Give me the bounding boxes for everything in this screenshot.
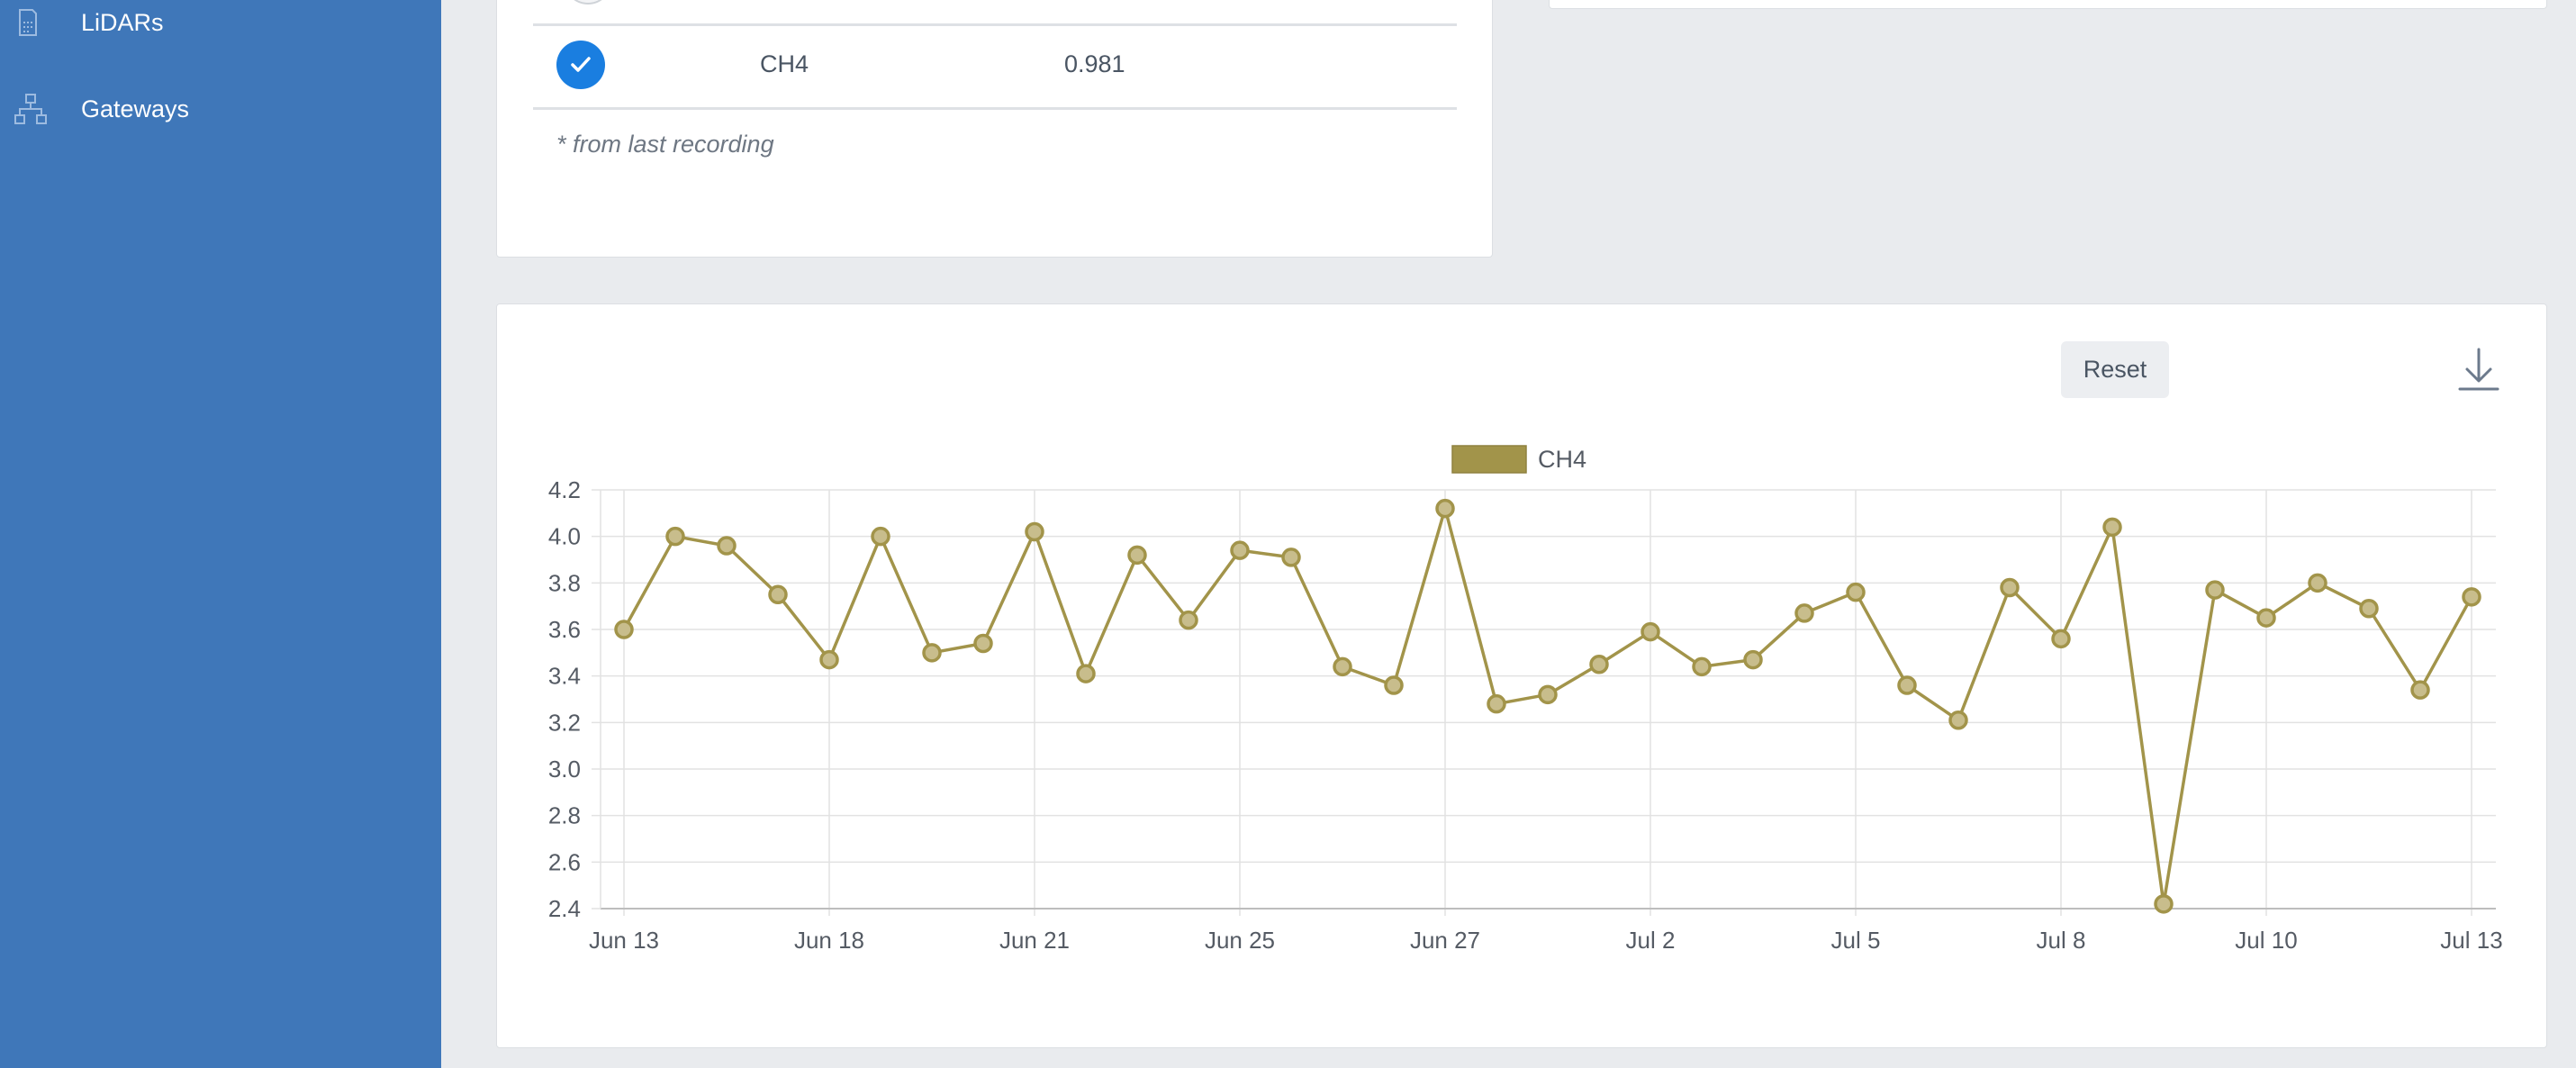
reset-zoom-button[interactable]: Reset: [2061, 341, 2169, 398]
x-tick-label: Jul 13: [2440, 927, 2502, 954]
data-point: [768, 584, 788, 604]
sidebar: LiDARs Gateways: [0, 0, 441, 1068]
x-tick-label: Jun 13: [589, 927, 659, 954]
sidebar-item-label: LiDARs: [81, 8, 164, 36]
x-tick-label: Jun 27: [1410, 927, 1480, 954]
data-point: [614, 620, 634, 639]
data-point: [2256, 608, 2276, 628]
y-tick-label: 3.2: [548, 709, 581, 736]
data-point: [1538, 684, 1558, 705]
y-tick-label: 2.8: [548, 802, 581, 829]
readings-card: CH4 0.981 * from last recording: [496, 0, 1493, 258]
data-point: [1025, 521, 1044, 542]
data-point: [2462, 587, 2481, 607]
data-point: [1179, 610, 1198, 630]
data-point: [1641, 621, 1660, 642]
data-point: [717, 536, 737, 556]
chart-card: Reset 4.2 4.0 3.8 3.6 3.4 3.2 3.0 2.8 2.6 2.4 Jun …: [496, 303, 2547, 1048]
x-tick-label: Jul 5: [1831, 927, 1881, 954]
data-point: [2051, 629, 2071, 649]
data-point: [1897, 675, 1917, 695]
data-point: [1435, 498, 1455, 519]
sidebar-item-label: Gateways: [81, 95, 190, 122]
footnote: * from last recording: [556, 131, 774, 158]
x-tick-label: Jun 25: [1205, 927, 1275, 954]
lidar-device-icon: [19, 9, 37, 36]
x-tick-label: Jun 21: [999, 927, 1070, 954]
legend-label: CH4: [1538, 446, 1586, 473]
data-point: [1692, 656, 1712, 677]
data-point: [1948, 710, 1968, 730]
y-tick-label: 3.0: [548, 756, 581, 783]
data-point: [973, 633, 993, 654]
data-point: [871, 526, 890, 547]
y-tick-label: 4.0: [548, 523, 581, 550]
data-point: [2359, 599, 2379, 619]
gas-value-cell: 0.981: [1064, 50, 1125, 77]
gas-name-cell: CH4: [760, 50, 809, 77]
series-line-ch4: [622, 506, 2473, 906]
y-tick-label: 3.6: [548, 616, 581, 643]
table-row: [533, 0, 1457, 26]
data-point: [2000, 577, 2020, 598]
x-tick-label: Jun 18: [794, 927, 864, 954]
sidebar-item-lidars[interactable]: LiDARs: [0, 0, 441, 59]
data-point: [2154, 894, 2174, 914]
x-tick-label: Jul 2: [1626, 927, 1676, 954]
line-chart: 4.2 4.0 3.8 3.6 3.4 3.2 3.0 2.8 2.6 2.4 Jun 13 Jun …: [548, 445, 2503, 954]
data-point: [1846, 582, 1866, 602]
y-tick-label: 2.6: [548, 848, 581, 875]
data-point: [1281, 548, 1301, 567]
data-point: [1333, 656, 1352, 677]
row-select-checkbox[interactable]: [556, 41, 605, 89]
data-point: [1794, 603, 1814, 623]
data-point: [1076, 664, 1096, 683]
data-point: [1487, 693, 1506, 714]
data-point: [1230, 540, 1250, 560]
x-tick-label: Jul 10: [2235, 927, 2297, 954]
data-point: [1384, 675, 1404, 695]
y-tick-label: 3.8: [548, 569, 581, 596]
data-point: [2308, 573, 2327, 593]
data-point: [1589, 655, 1609, 674]
x-tick-label: Jul 8: [2037, 927, 2086, 954]
y-tick-label: 2.4: [548, 895, 581, 922]
data-point: [1127, 545, 1147, 566]
download-icon[interactable]: [2456, 346, 2501, 393]
table-row: CH4 0.981: [533, 26, 1457, 110]
checkmark-icon: [571, 57, 591, 72]
y-tick-label: 3.4: [548, 663, 581, 690]
legend-swatch: [1451, 445, 1527, 474]
info-card: [1549, 0, 2547, 9]
data-point: [2410, 680, 2430, 700]
data-point: [2205, 580, 2225, 600]
sidebar-item-gateways[interactable]: Gateways: [0, 73, 441, 145]
data-point: [819, 649, 839, 670]
row-select-checkbox[interactable]: [564, 0, 612, 5]
data-point: [665, 526, 685, 547]
data-point: [922, 643, 942, 663]
y-tick-label: 4.2: [548, 476, 581, 503]
data-point: [1743, 649, 1763, 670]
network-hierarchy-icon: [14, 94, 47, 124]
data-point: [2102, 517, 2122, 538]
